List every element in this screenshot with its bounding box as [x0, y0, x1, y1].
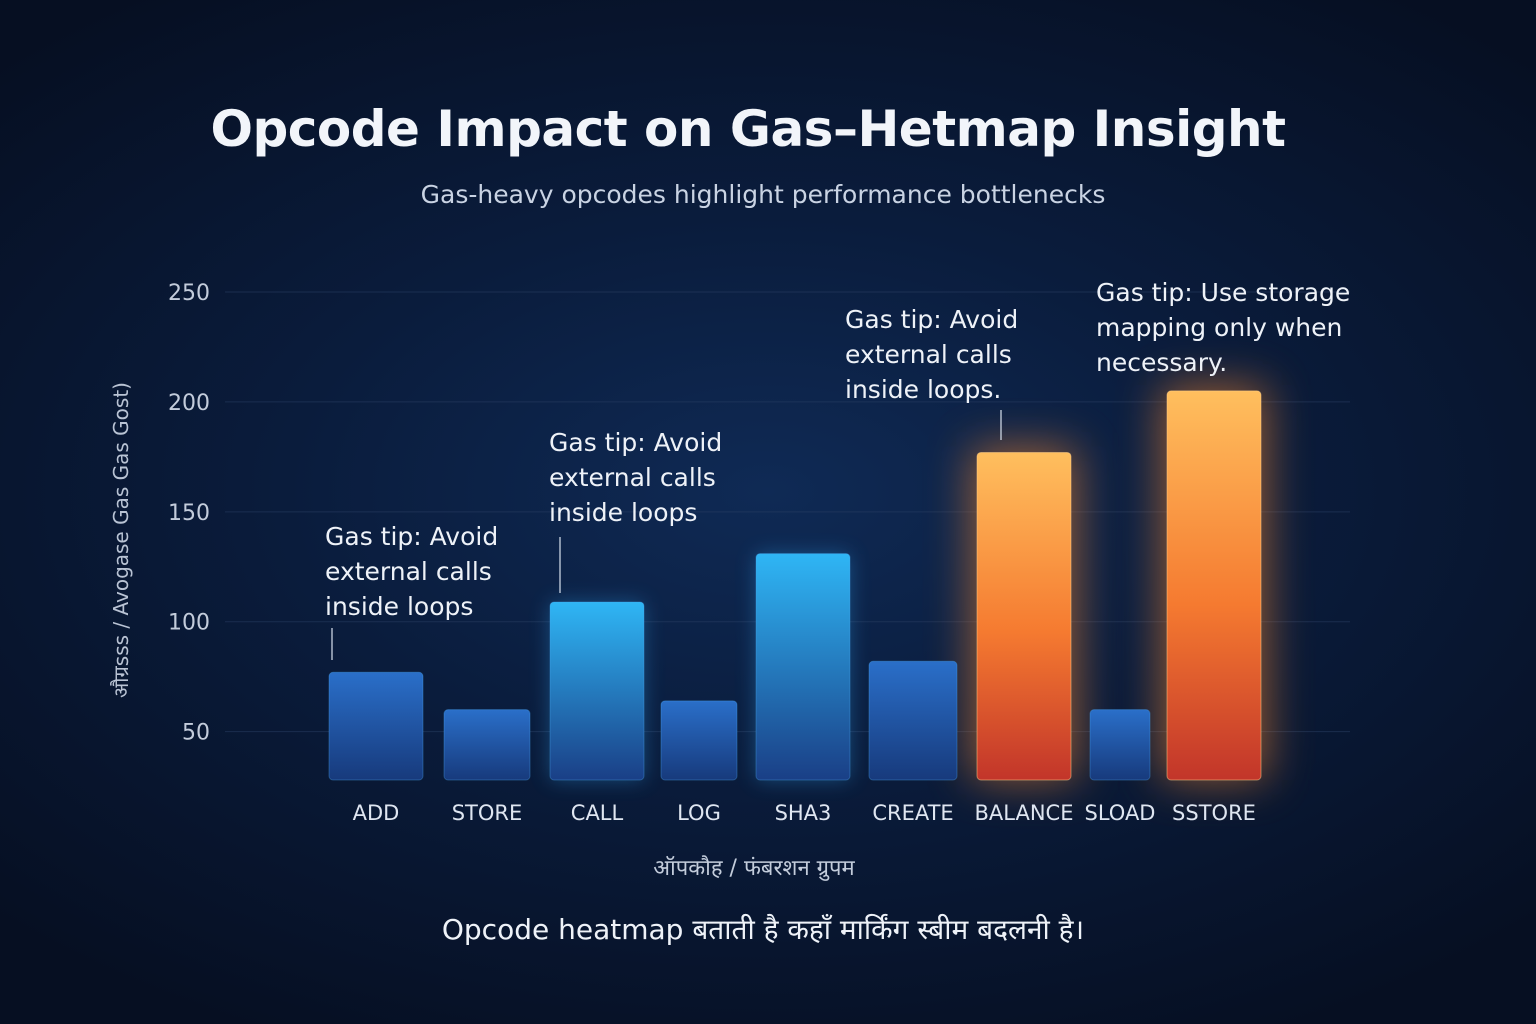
y-tick-label: 50: [182, 721, 210, 746]
annotation-line: Gas tip: Avoid: [845, 305, 1018, 334]
annotation-line: external calls: [845, 340, 1012, 369]
annotation-sstore: Gas tip: Use storage mapping only when nec…: [1096, 278, 1350, 377]
annotation-line: inside loops: [325, 592, 473, 621]
annotation-balance: Gas tip: Avoid external calls inside loops…: [845, 305, 1018, 440]
annotation-line: external calls: [549, 463, 716, 492]
x-tick-label: SSTORE: [1172, 801, 1256, 825]
bar-sha3: [755, 553, 851, 781]
footer-note: Opcode heatmap बताती है कहाँ मार्किंग स्…: [441, 913, 1085, 946]
y-axis-ticks: 50 100 150 200 250: [168, 281, 210, 746]
bar-call: [549, 601, 645, 781]
annotation-line: Gas tip: Avoid: [325, 522, 498, 551]
annotations: Gas tip: Avoid external calls inside loops…: [325, 278, 1350, 660]
x-tick-label: STORE: [452, 801, 523, 825]
annotation-line: necessary.: [1096, 348, 1227, 377]
y-tick-label: 100: [168, 611, 210, 636]
y-tick-label: 150: [168, 501, 210, 526]
chart-subtitle: Gas-heavy opcodes highlight performance …: [420, 180, 1106, 209]
annotation-line: inside loops: [549, 498, 697, 527]
x-tick-label: LOG: [677, 801, 721, 825]
annotation-line: Gas tip: Avoid: [549, 428, 722, 457]
x-tick-label: CREATE: [872, 801, 953, 825]
annotation-line: Gas tip: Use storage: [1096, 278, 1350, 307]
bar-log: [660, 700, 738, 781]
x-tick-label: BALANCE: [975, 801, 1074, 825]
annotation-call: Gas tip: Avoid external calls inside loops: [549, 428, 722, 593]
y-tick-label: 250: [168, 281, 210, 306]
x-axis-categories: ADD STORE CALL LOG SHA3 CREATE BALANCE SLOAD SST…: [353, 801, 1256, 825]
x-tick-label: SHA3: [775, 801, 832, 825]
bar-sload: [1089, 709, 1151, 781]
annotation-line: inside loops.: [845, 375, 1001, 404]
bar-add: [328, 671, 424, 781]
bar-balance: [976, 451, 1072, 781]
bar-create: [868, 660, 958, 781]
chart-title: Opcode Impact on Gas–Hetmap Insight: [210, 100, 1286, 158]
annotation-add: Gas tip: Avoid external calls inside loops: [325, 522, 498, 660]
bar-store: [443, 709, 531, 781]
y-axis-label: औग्रsss / Avogase Gas Gas Gost): [109, 382, 133, 698]
x-tick-label: SLOAD: [1085, 801, 1156, 825]
bar-sstore: [1166, 390, 1262, 781]
x-tick-label: CALL: [571, 801, 624, 825]
x-axis-label: ऑपकौह / फंबरशन ग्रुपम: [653, 855, 855, 881]
annotation-line: external calls: [325, 557, 492, 586]
y-tick-label: 200: [168, 391, 210, 416]
x-tick-label: ADD: [353, 801, 400, 825]
bars: [328, 390, 1262, 781]
annotation-line: mapping only when: [1096, 313, 1342, 342]
